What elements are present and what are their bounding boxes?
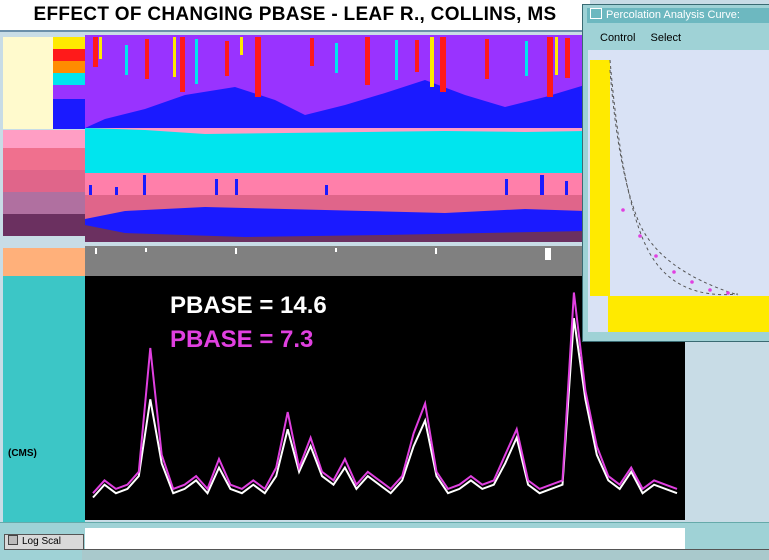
percolation-curve-plot <box>588 50 769 332</box>
title-bar <box>0 0 590 32</box>
band-orange <box>3 248 85 276</box>
legend-pbase-white: PBASE = 14.6 <box>170 292 327 319</box>
log-scale-label: Log Scal <box>22 536 61 547</box>
swatch-1 <box>53 37 85 49</box>
percolation-window-title[interactable]: Percolation Analysis Curve: <box>587 8 769 23</box>
band-teal <box>3 276 85 559</box>
horizontal-scrollbar[interactable] <box>82 549 769 560</box>
swatch-5 <box>53 85 85 99</box>
swatch-4 <box>53 73 85 85</box>
left-label-panel <box>3 37 85 560</box>
checkbox-icon[interactable] <box>8 535 18 545</box>
page-title: EFFECT OF CHANGING PBASE - LEAF R., COLL… <box>33 4 557 25</box>
percolation-title-text: Percolation Analysis Curve: <box>606 9 740 21</box>
percolation-menu-bar: Control Select <box>588 30 769 46</box>
window-menu-icon[interactable] <box>590 8 602 19</box>
log-scale-toggle[interactable]: Log Scal <box>4 534 84 550</box>
swatch-6 <box>53 99 85 129</box>
band-rose <box>3 148 85 170</box>
y-axis-unit: (CMS) <box>8 448 37 459</box>
swatch-3 <box>53 61 85 73</box>
series-line-pbase-white <box>92 318 678 499</box>
legend-pbase-magenta: PBASE = 7.3 <box>170 326 314 353</box>
band-rose-2 <box>3 170 85 192</box>
band-plum <box>3 214 85 236</box>
grey-strip-ticks <box>95 248 551 260</box>
menu-control[interactable]: Control <box>600 32 636 44</box>
band-label-yellow <box>3 37 53 129</box>
series-line-pbase-magenta <box>92 292 678 494</box>
stacked-bars-svg <box>85 35 585 242</box>
hydrograph-svg <box>92 292 678 499</box>
percolation-svg <box>588 50 769 332</box>
menu-select[interactable]: Select <box>650 32 682 44</box>
stacked-bars-frame <box>85 35 585 242</box>
swatch-2 <box>53 49 85 61</box>
grey-strip <box>85 246 585 276</box>
band-pink <box>3 130 85 148</box>
time-axis <box>85 528 685 552</box>
band-mauve <box>3 192 85 214</box>
